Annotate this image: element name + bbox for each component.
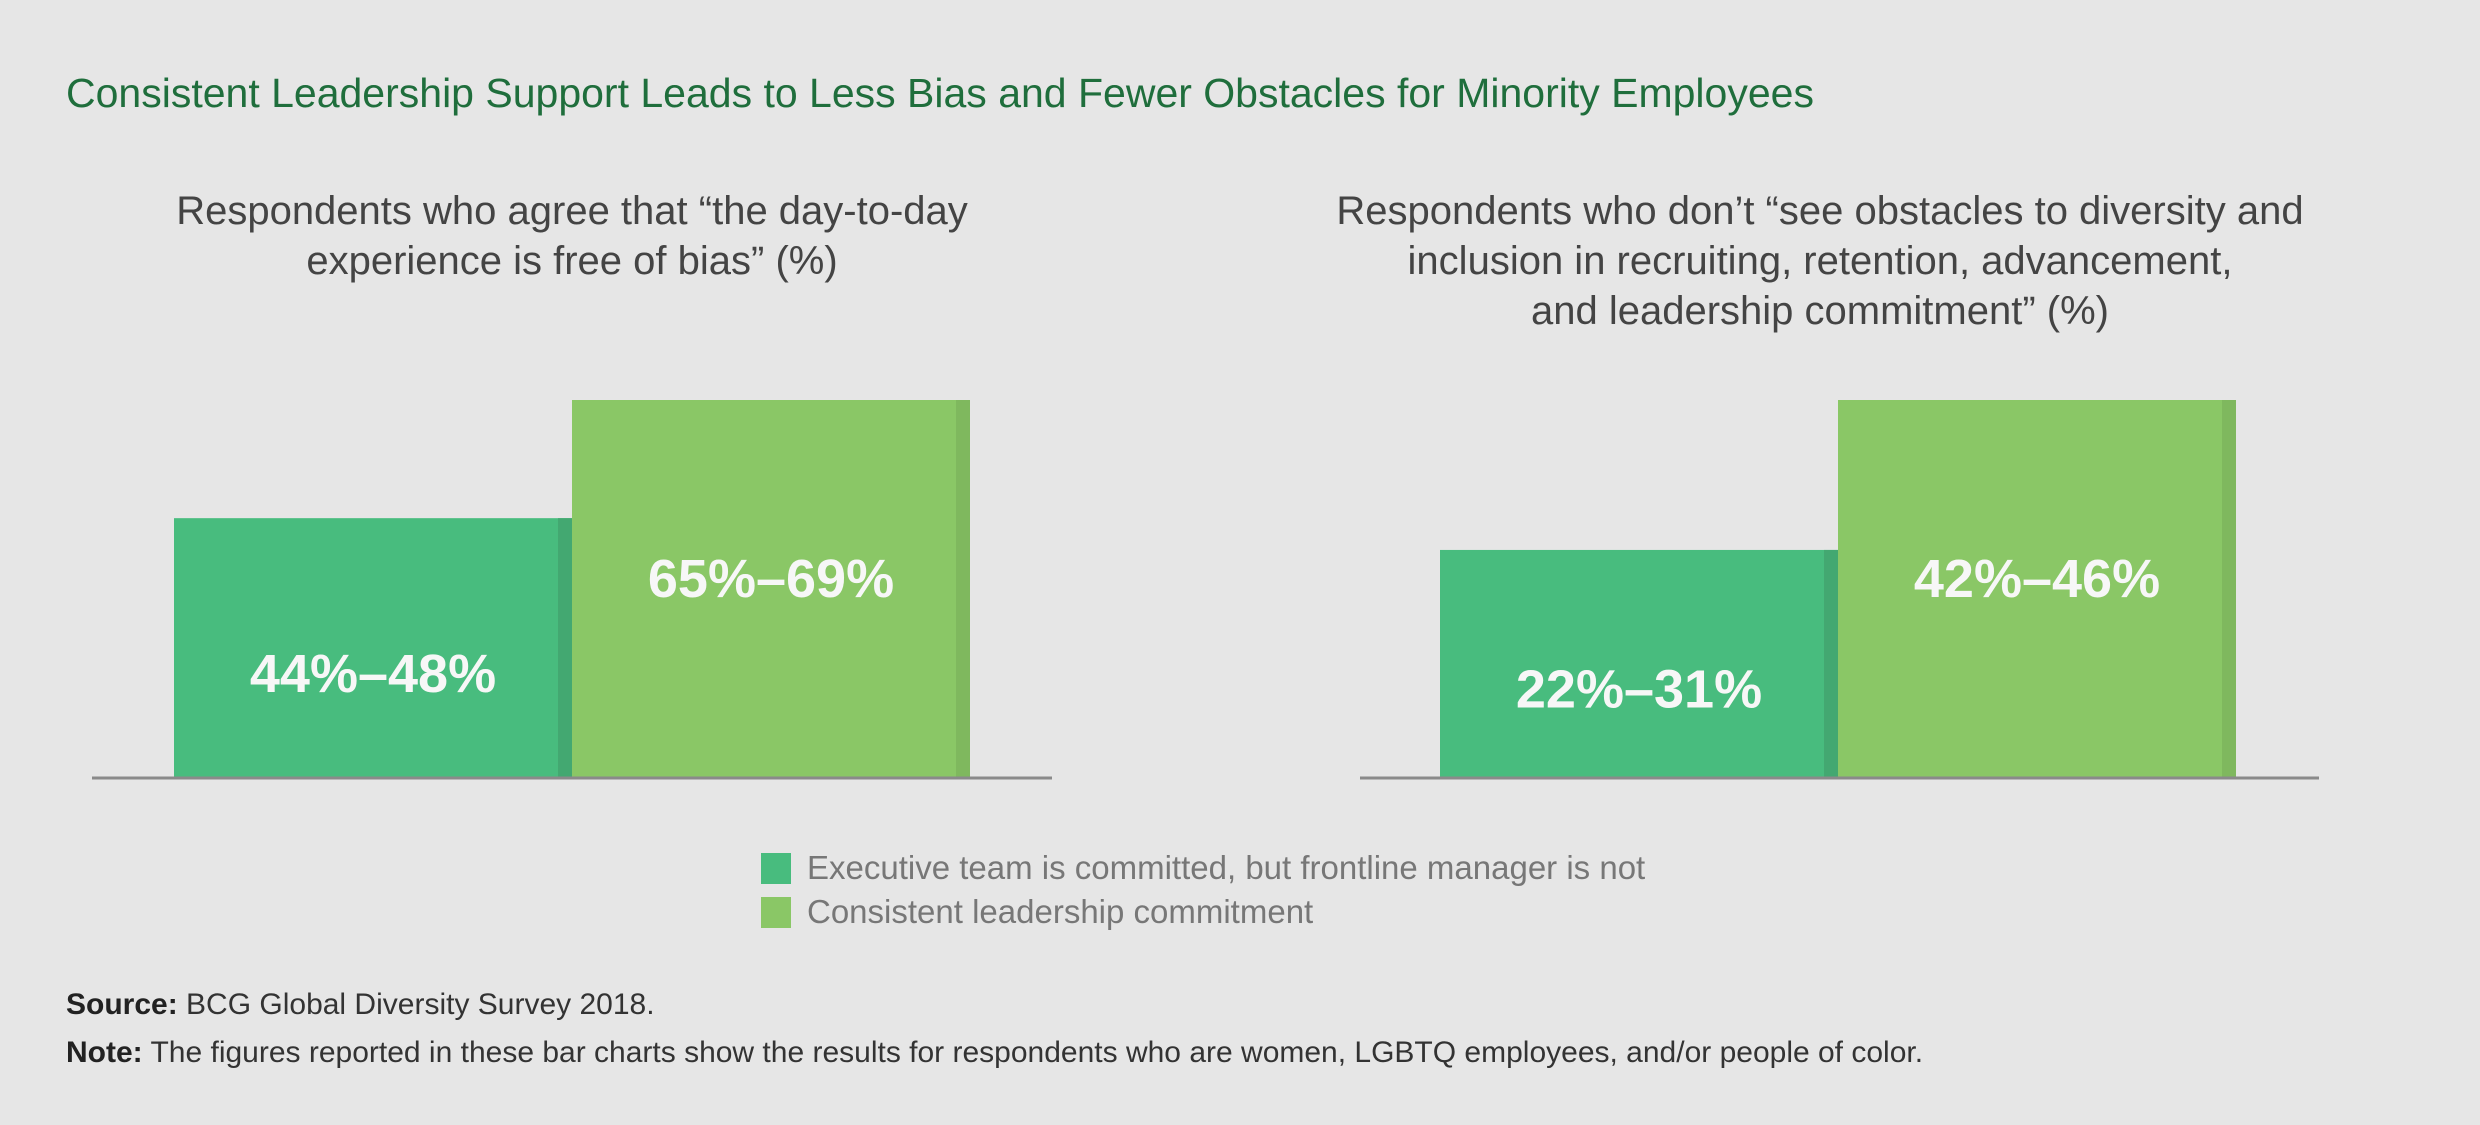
bar-1-1 bbox=[174, 518, 572, 777]
legend: Executive team is committed, but frontli… bbox=[761, 846, 1645, 934]
bar-1-2 bbox=[572, 400, 970, 777]
bar-shade bbox=[1824, 549, 1838, 777]
bar-shade bbox=[2222, 400, 2236, 777]
legend-item-executive: Executive team is committed, but frontli… bbox=[761, 846, 1645, 890]
chart-2-title: Respondents who don’t “see obstacles to … bbox=[1336, 189, 2304, 333]
source-text: BCG Global Diversity Survey 2018. bbox=[177, 988, 655, 1021]
data-label: 22%–31% bbox=[1516, 660, 1762, 720]
data-label: 44%–48% bbox=[250, 644, 496, 704]
chart-1-title: Respondents who agree that “the day-to-d… bbox=[176, 189, 968, 283]
source-note: Source: BCG Global Diversity Survey 2018… bbox=[66, 988, 655, 1022]
note-text: The figures reported in these bar charts… bbox=[142, 1036, 1924, 1069]
bar-2-2 bbox=[1838, 400, 2236, 777]
data-label: 65%–69% bbox=[648, 549, 894, 609]
legend-item-consistent: Consistent leadership commitment bbox=[761, 890, 1645, 934]
source-label: Source: bbox=[66, 988, 178, 1021]
legend-label: Consistent leadership commitment bbox=[807, 893, 1314, 930]
legend-label: Executive team is committed, but frontli… bbox=[807, 849, 1646, 886]
page-title: Consistent Leadership Support Leads to L… bbox=[66, 70, 1814, 116]
bar-2-1 bbox=[1440, 549, 1838, 777]
legend-swatch-consistent bbox=[761, 896, 791, 928]
legend-swatch-executive bbox=[761, 852, 791, 884]
bar-shade bbox=[956, 400, 970, 777]
data-label: 42%–46% bbox=[1914, 549, 2160, 609]
bar-shade bbox=[558, 518, 572, 777]
footnote: Note: The figures reported in these bar … bbox=[66, 1036, 1923, 1070]
note-label: Note: bbox=[66, 1036, 143, 1069]
